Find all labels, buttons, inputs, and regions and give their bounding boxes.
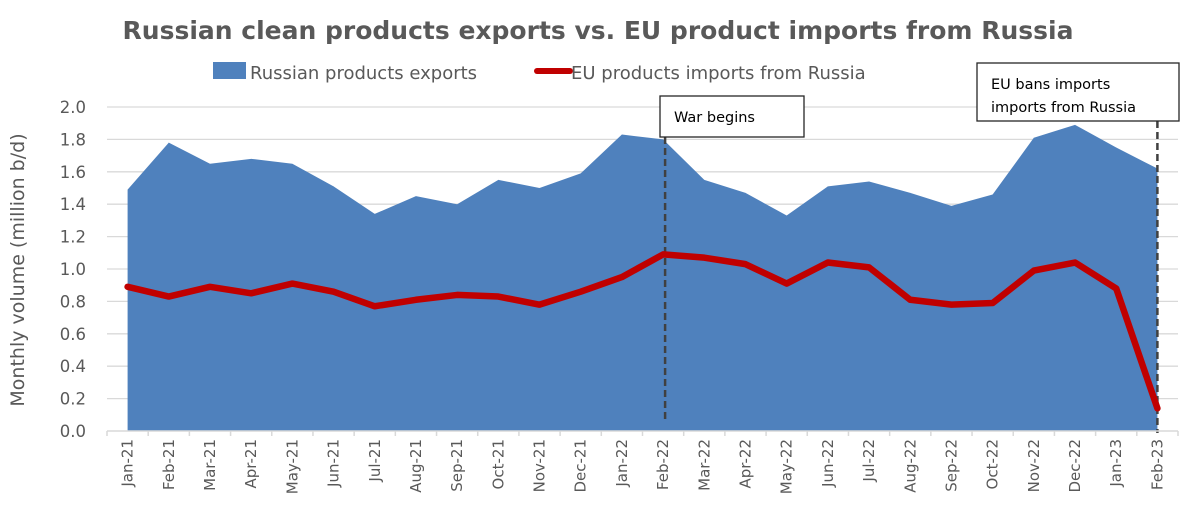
imports-line-layer <box>124 251 1161 412</box>
exports-area-layer <box>127 124 1158 431</box>
y-tick-label: 1.4 <box>60 195 86 214</box>
x-tick-label: Jan-22 <box>613 439 631 488</box>
eu-ban-label-line: EU bans imports <box>991 77 1110 93</box>
x-tick-label: Oct-22 <box>984 439 1002 489</box>
y-tick-label: 0.6 <box>60 325 86 344</box>
y-tick-label: 2.0 <box>60 98 86 117</box>
x-tick-label: May-22 <box>778 439 796 494</box>
x-tick-label: Feb-23 <box>1148 439 1166 490</box>
x-tick-label: Feb-22 <box>654 439 672 490</box>
x-tick-label: Nov-21 <box>531 439 549 492</box>
y-axis-label: Monthly volume (million b/d) <box>7 133 29 406</box>
y-tick-label: 0.8 <box>60 292 86 311</box>
annotation-boxes: War begins EU bans imports imports from Ru… <box>659 62 1180 138</box>
x-tick-label: Dec-21 <box>572 439 590 493</box>
x-tick-label: Sep-21 <box>448 439 466 492</box>
legend-swatch-exports <box>213 62 246 79</box>
annotation-lines <box>663 121 1159 433</box>
x-tick-label: Mar-21 <box>201 439 219 491</box>
eu-ban-annotation: EU bans imports imports from Russia <box>976 62 1180 122</box>
y-tick-label: 1.8 <box>60 130 86 149</box>
war-begins-box <box>659 95 805 138</box>
y-tick-label: 0.2 <box>60 390 86 409</box>
exports-area <box>127 124 1158 431</box>
x-tick-label: Dec-22 <box>1066 439 1084 493</box>
eu-ban-label-line: imports from Russia <box>991 100 1136 116</box>
x-tick-label: Jun-22 <box>819 439 837 488</box>
y-tick-label: 0.4 <box>60 357 86 376</box>
war-begins-label: War begins <box>674 110 755 126</box>
x-tick-label: Jun-21 <box>325 439 343 488</box>
x-tick-label: Aug-21 <box>407 439 425 493</box>
x-tick-label: Mar-22 <box>695 439 713 491</box>
chart-title: Russian clean products exports vs. EU pr… <box>123 16 1074 45</box>
y-axis-ticks: 0.0 0.2 0.4 0.6 0.8 1.0 1.2 1.4 1.6 1.8 2.0 <box>60 98 86 441</box>
y-tick-label: 0.0 <box>60 422 86 441</box>
x-tick-label: Aug-22 <box>901 439 919 493</box>
x-tick-label: Apr-22 <box>736 439 754 489</box>
legend: Russian products exports EU products imp… <box>213 62 866 84</box>
x-axis: Jan-21 Feb-21 Mar-21 Apr-21 May-21 Jun-21 Jul-… <box>106 430 1179 494</box>
x-tick-label: Jul-22 <box>860 439 878 483</box>
x-tick-label: Jan-21 <box>119 439 137 488</box>
y-tick-label: 1.6 <box>60 163 86 182</box>
war-begins-annotation: War begins <box>659 95 805 138</box>
x-tick-label: Feb-21 <box>160 439 178 490</box>
x-tick-label: Jul-21 <box>366 439 384 483</box>
legend-label-exports: Russian products exports <box>250 63 477 84</box>
x-tick-label: Sep-22 <box>942 439 960 492</box>
x-tick-label: Apr-21 <box>242 439 260 489</box>
x-tick-label: Jan-23 <box>1107 439 1125 488</box>
y-tick-label: 1.2 <box>60 228 86 247</box>
imports-line <box>124 251 1161 412</box>
x-tick-label: Nov-22 <box>1025 439 1043 492</box>
x-tick-label: Oct-21 <box>489 439 507 489</box>
legend-label-imports: EU products imports from Russia <box>571 63 866 84</box>
x-tick-label: May-21 <box>283 439 301 494</box>
y-tick-label: 1.0 <box>60 260 86 279</box>
eu-ban-box <box>976 62 1180 122</box>
